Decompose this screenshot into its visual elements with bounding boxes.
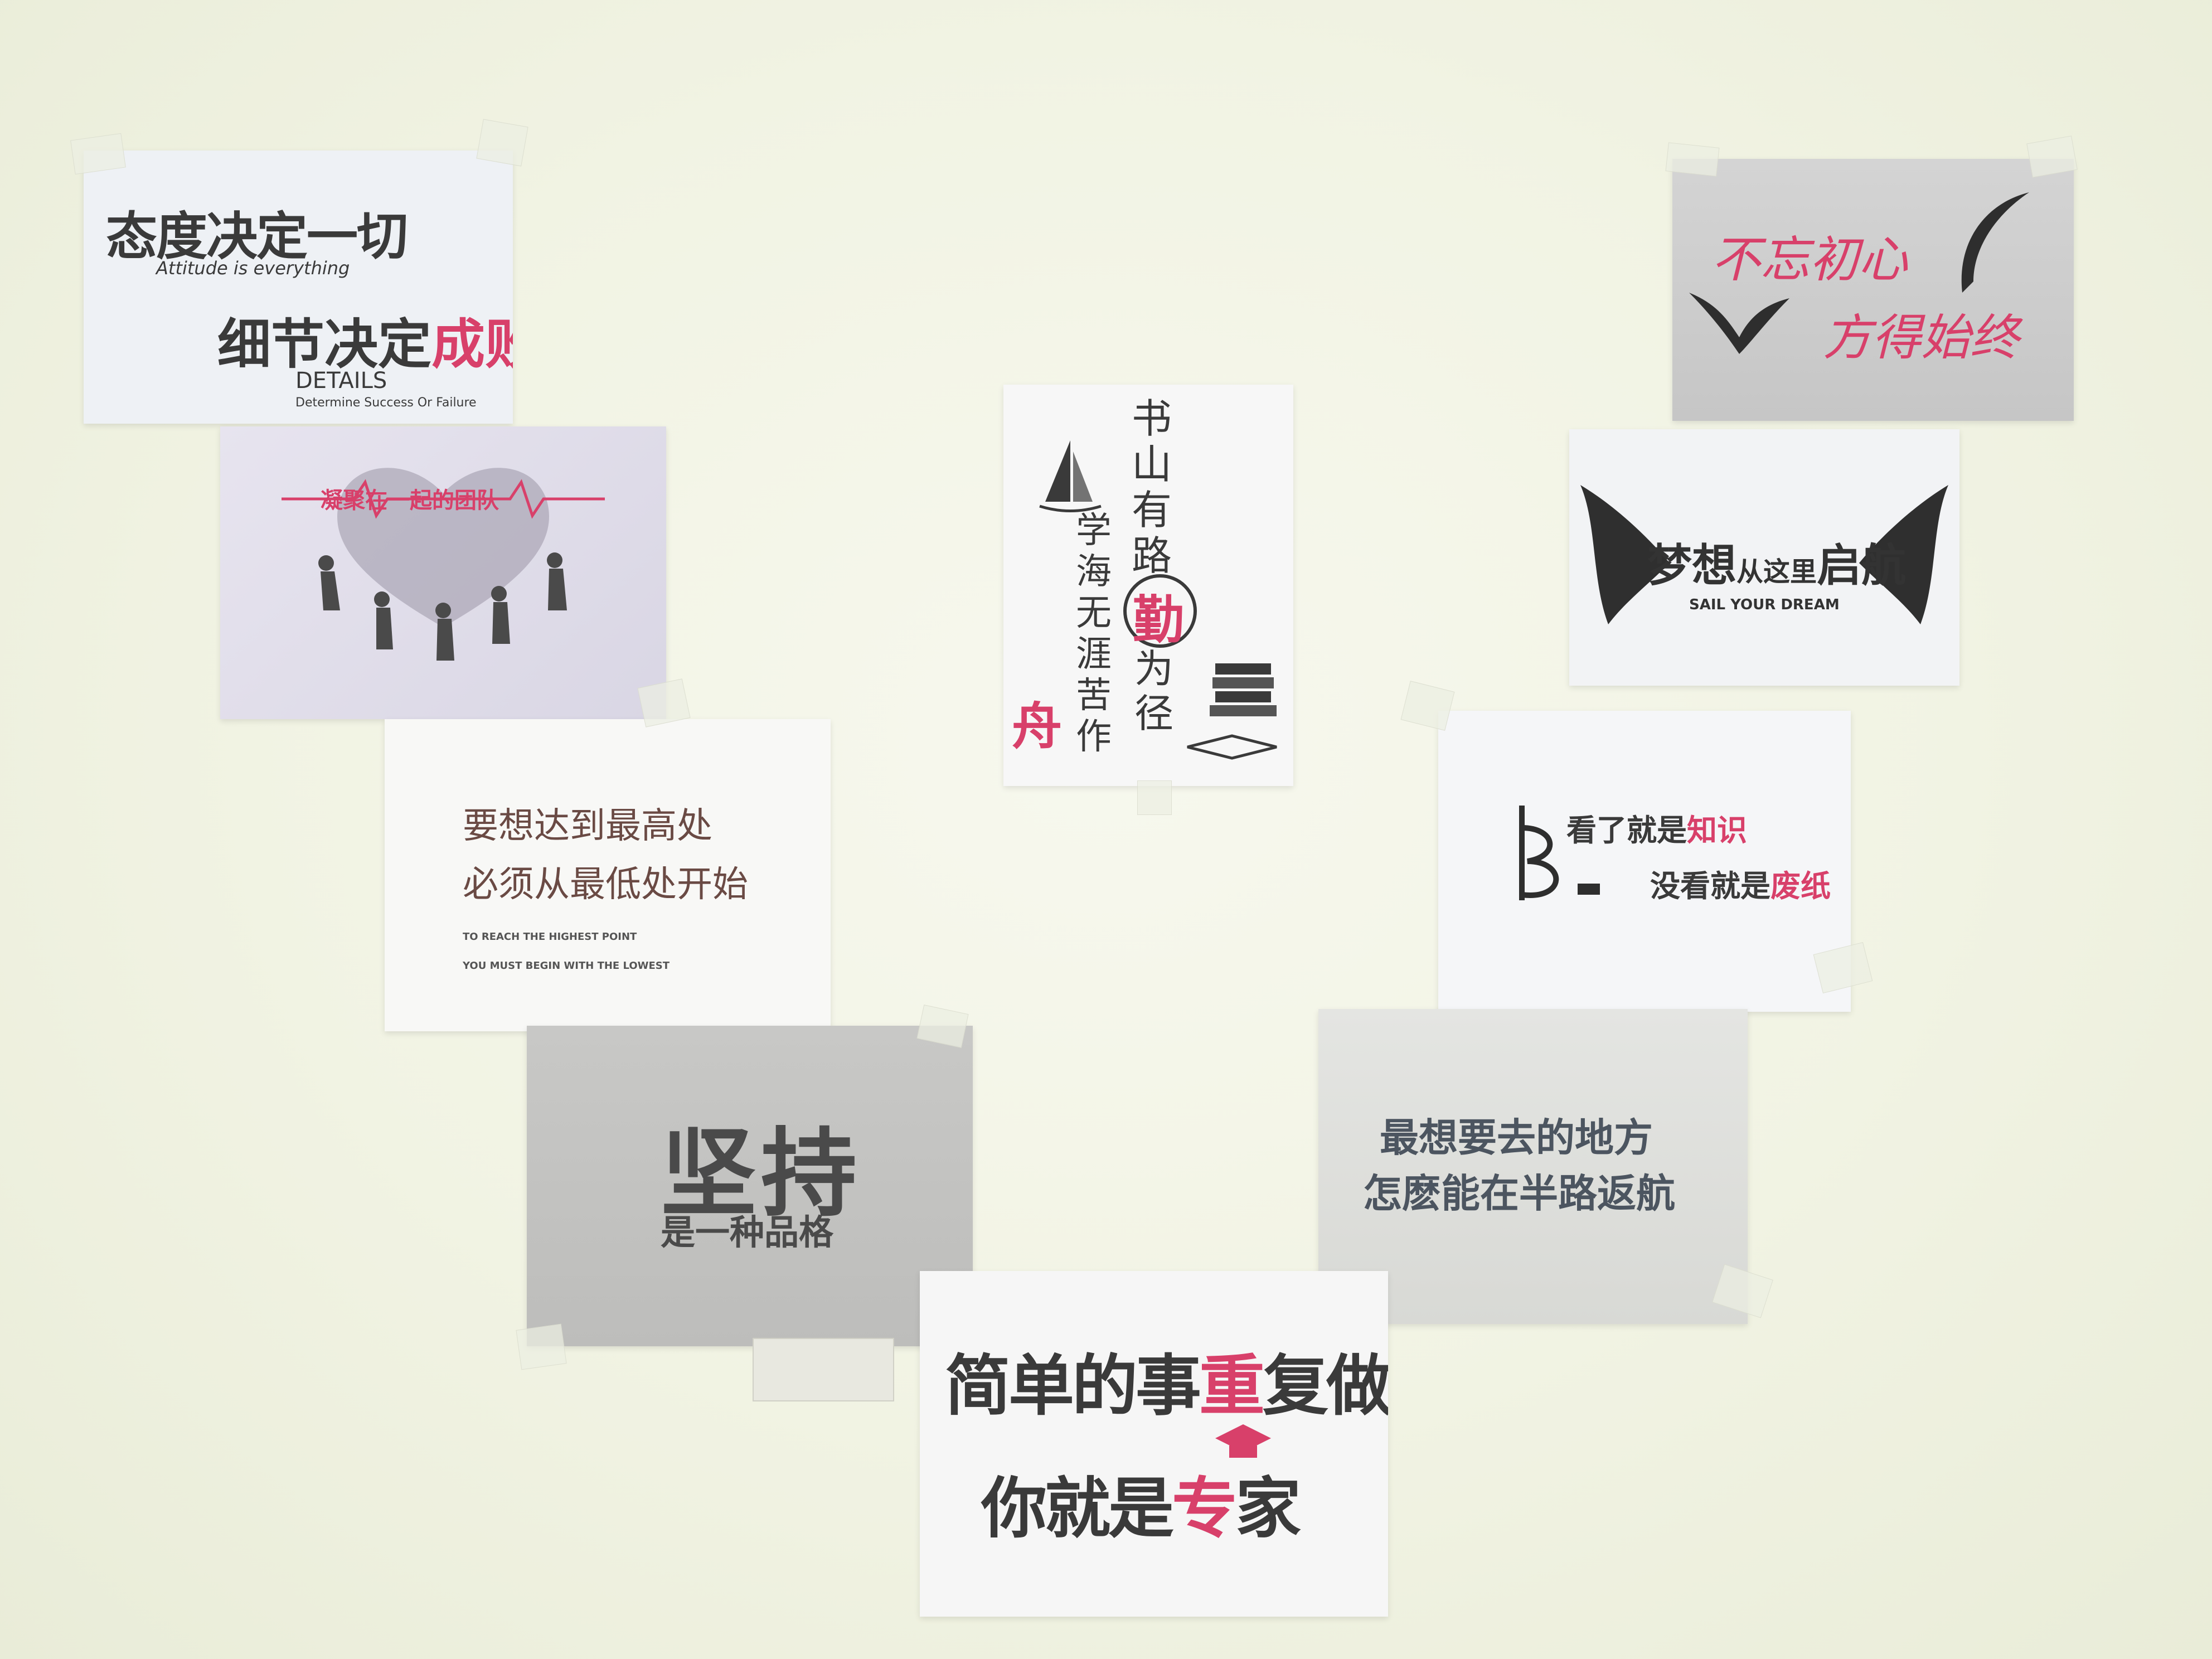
expert-line1: 简单的事重复做 — [945, 1332, 1388, 1428]
tape — [476, 119, 528, 167]
book-line2-b: 废纸 — [1770, 869, 1831, 904]
poster-highest: 要想达到最高处 必须从最低处开始 TO REACH THE HIGHEST PO… — [385, 719, 831, 1031]
qin-seal — [1123, 574, 1197, 648]
study-zhou: 舟 — [1012, 697, 1062, 756]
poster-persist: 坚持 是一种品格 — [527, 1026, 973, 1346]
book-line2-a: 没看就是 — [1650, 869, 1770, 904]
expert-line1-b: 事 — [1136, 1347, 1201, 1424]
dream-title: 梦想从这里启航 — [1647, 530, 1906, 594]
highest-line2: 必须从最低处开始 — [463, 864, 748, 905]
attitude-subtitle: Attitude is everything — [156, 258, 350, 279]
poster-attitude-details: 态度决定一切 Attitude is everything 细节决定成败 DET… — [84, 151, 513, 424]
study-col-rest: 为径 — [1134, 646, 1173, 736]
book-calligraphy-icon — [1519, 806, 1600, 900]
wall-socket-plate — [753, 1338, 894, 1401]
persist-main: 坚持 — [661, 1118, 861, 1230]
poster-team: 凝聚在一起的团队 — [220, 426, 666, 719]
dream-title-a: 梦想 — [1647, 540, 1736, 591]
dream-title-c: 启航 — [1817, 540, 1907, 591]
expert-line1-e: 做 — [1326, 1347, 1388, 1424]
details-title-a: 细节决定 — [217, 313, 431, 376]
wing-left-icon — [1580, 485, 1670, 624]
jumping-figures — [318, 552, 567, 661]
study-qin: 勤 — [1133, 590, 1185, 650]
attitude-title: 态度决定一切 — [106, 207, 408, 266]
tape — [1137, 780, 1172, 815]
quill-icon — [1961, 192, 2029, 293]
poster-expert: 简单的事重复做 你就是专家 — [920, 1271, 1388, 1617]
study-col1: 书山有路 — [1132, 395, 1172, 579]
team-graphic — [282, 468, 605, 661]
book-line1: 看了就是知识 — [1566, 806, 1747, 850]
details-title-cn: 细节决定成败 — [217, 301, 513, 379]
team-heading: 凝聚在一起的团队 — [321, 488, 499, 513]
details-title-b: 成败 — [431, 313, 513, 376]
details-sub: Determine Success Or Failure — [295, 396, 477, 410]
expert-line2-b: 专 — [1172, 1470, 1238, 1547]
persist-sub: 是一种品格 — [661, 1212, 834, 1253]
place-line2: 怎麽能在半路返航 — [1363, 1170, 1675, 1216]
dream-title-b: 从这里 — [1736, 556, 1817, 588]
book-line1-a: 看了就是 — [1566, 813, 1687, 848]
expert-line1-a: 简单的 — [945, 1347, 1138, 1424]
dream-sub: SAIL YOUR DREAM — [1689, 596, 1840, 613]
aspiration-line1: 不忘初心 — [1711, 231, 1908, 288]
book-line1-b: 知识 — [1687, 813, 1747, 848]
poster-original-aspiration: 不忘初心 方得始终 — [1672, 159, 2074, 421]
poster-book: 看了就是知识 没看就是废纸 — [1438, 711, 1851, 1012]
highest-line1: 要想达到最高处 — [463, 806, 712, 847]
expert-line2: 你就是专家 — [981, 1455, 1301, 1550]
sailboat-icon — [1039, 440, 1102, 512]
expert-line1-c: 重 — [1199, 1347, 1265, 1424]
highest-en1: TO REACH THE HIGHEST POINT — [463, 931, 637, 943]
poster-dream: 梦想从这里启航 SAIL YOUR DREAM — [1569, 429, 1959, 686]
books-icon — [1187, 663, 1277, 760]
details-label: DETAILS — [295, 368, 387, 394]
expert-line1-d: 复 — [1263, 1347, 1328, 1424]
tape — [70, 133, 126, 175]
place-line1: 最想要去的地方 — [1380, 1114, 1653, 1161]
poster-place: 最想要去的地方 怎麽能在半路返航 — [1318, 1009, 1748, 1324]
tape — [1665, 142, 1720, 177]
expert-line2-c: 家 — [1235, 1470, 1301, 1547]
bird-icon — [1689, 293, 1789, 354]
heartbeat-line — [282, 479, 605, 519]
graduation-cap-icon — [1215, 1424, 1271, 1458]
book-line2: 没看就是废纸 — [1650, 861, 1831, 905]
wing-right-icon — [1859, 485, 1948, 624]
tape — [516, 1323, 567, 1370]
study-col2: 学海无涯苦作 — [1076, 510, 1112, 758]
highest-en2: YOU MUST BEGIN WITH THE LOWEST — [463, 960, 670, 972]
poster-study: 书山有路 勤 为径 学海无涯苦作 舟 — [1003, 385, 1293, 786]
aspiration-line2: 方得始终 — [1823, 309, 2020, 366]
expert-line2-a: 你就是 — [981, 1470, 1174, 1547]
